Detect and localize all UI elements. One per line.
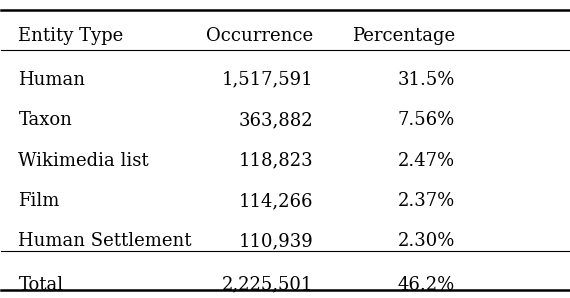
Text: 2.37%: 2.37% xyxy=(398,192,455,210)
Text: 1,517,591: 1,517,591 xyxy=(222,71,314,89)
Text: Taxon: Taxon xyxy=(18,111,72,129)
Text: Percentage: Percentage xyxy=(352,27,455,45)
Text: Total: Total xyxy=(18,276,63,294)
Text: 46.2%: 46.2% xyxy=(398,276,455,294)
Text: Human Settlement: Human Settlement xyxy=(18,232,192,250)
Text: 2,225,501: 2,225,501 xyxy=(222,276,314,294)
Text: 31.5%: 31.5% xyxy=(398,71,455,89)
Text: Human: Human xyxy=(18,71,86,89)
Text: Film: Film xyxy=(18,192,60,210)
Text: 114,266: 114,266 xyxy=(239,192,314,210)
Text: 2.30%: 2.30% xyxy=(398,232,455,250)
Text: Entity Type: Entity Type xyxy=(18,27,124,45)
Text: 7.56%: 7.56% xyxy=(398,111,455,129)
Text: 110,939: 110,939 xyxy=(239,232,314,250)
Text: Occurrence: Occurrence xyxy=(206,27,314,45)
Text: Wikimedia list: Wikimedia list xyxy=(18,151,149,170)
Text: 363,882: 363,882 xyxy=(239,111,314,129)
Text: 118,823: 118,823 xyxy=(239,151,314,170)
Text: 2.47%: 2.47% xyxy=(398,151,455,170)
